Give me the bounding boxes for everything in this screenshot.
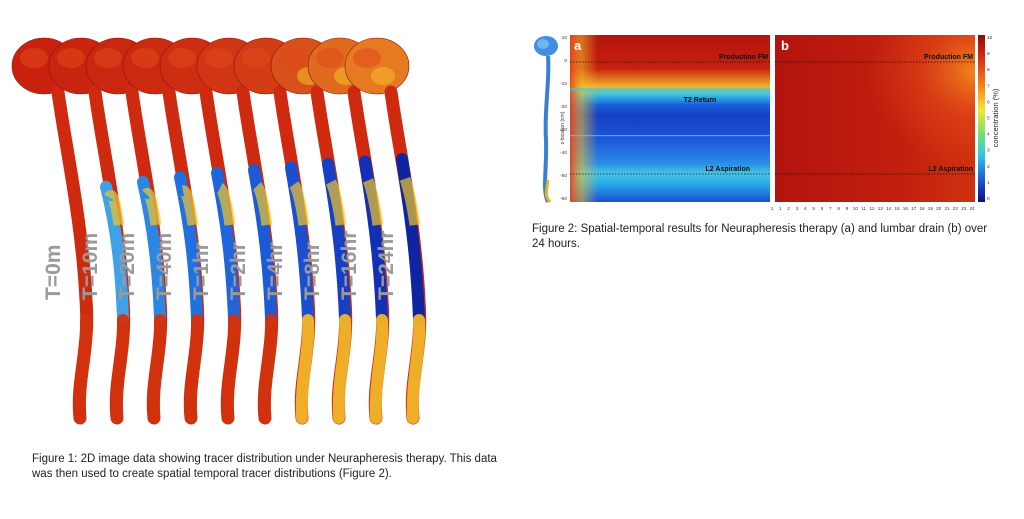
annotation-lines <box>570 61 975 175</box>
time-label: T=40m <box>153 233 176 300</box>
colorbar-tick-label: 0 <box>987 196 990 202</box>
time-label: T=20m <box>116 233 139 300</box>
time-label: T=0m <box>42 245 65 300</box>
colorbar-tick-label: 10 <box>987 35 993 41</box>
y-tick-label: -40 <box>560 150 567 156</box>
time-label: T=2hr <box>227 242 250 300</box>
x-tick-label: 4 <box>804 206 807 211</box>
figure-1-caption: Figure 1: 2D image data showing tracer d… <box>32 453 497 480</box>
spine-image <box>344 37 427 425</box>
y-tick-label: -20 <box>560 104 567 110</box>
annotation-production-fm-a: Production FM <box>719 54 768 61</box>
time-label: T=10m <box>79 233 102 300</box>
time-label: T=1hr <box>190 242 213 300</box>
colorbar-tick-label: 6 <box>987 99 990 105</box>
colorbar-tick-label: 2 <box>987 164 990 170</box>
x-tick-label: 8 <box>837 206 840 211</box>
annotation-l2-aspiration-b: L2 Aspiration <box>929 166 973 173</box>
colorbar-tick-label: 7 <box>987 83 990 89</box>
x-tick-label: 13 <box>878 206 884 211</box>
figure-2-heatmaps: z-location (cm) 100-10-20-30-40-50-60 a … <box>534 35 1000 211</box>
y-tick-label: -50 <box>560 173 567 179</box>
time-label: T=4hr <box>264 242 287 300</box>
time-label: T=16hr <box>338 231 361 300</box>
x-tick-label: 20 <box>936 206 942 211</box>
x-tick-label: 11 <box>861 206 866 211</box>
annotation-t2-return: T2 Return <box>684 97 717 104</box>
panel-a-label: a <box>574 38 582 53</box>
x-tick-label: 15 <box>894 206 900 211</box>
colorbar-label: concentration (%) <box>991 88 1000 147</box>
x-tick-label: 22 <box>953 206 959 211</box>
y-axis-label: z-location (cm) <box>560 111 566 144</box>
y-tick-label: 10 <box>562 35 568 41</box>
panel-b-label: b <box>781 38 789 53</box>
x-tick-label: 10 <box>853 206 859 211</box>
colorbar-tick-label: 4 <box>987 132 990 138</box>
figure-2-caption: Figure 2: Spatial-temporal results for N… <box>532 223 988 250</box>
x-tick-label: 2 <box>787 206 790 211</box>
x-tick-label: 23 <box>961 206 967 211</box>
y-tick-label: -10 <box>560 81 567 87</box>
x-tick-label: 19 <box>928 206 934 211</box>
x-tick-label: 16 <box>903 206 909 211</box>
x-tick-label: 9 <box>846 206 849 211</box>
x-tick-label: 17 <box>911 206 917 211</box>
colorbar-tick-label: 1 <box>987 180 990 186</box>
x-tick-label: 21 <box>944 206 950 211</box>
time-label: T=8hr <box>301 242 324 300</box>
colorbar <box>978 35 985 202</box>
y-tick-label: 0 <box>564 58 567 64</box>
spine-image <box>11 37 94 425</box>
y-tick-label: -30 <box>560 127 567 133</box>
figure-1-tracer-images: T=0m T=10m T=20m T=40m T=1hr T=2hr T=4hr T=8hr T… <box>11 37 427 425</box>
x-tick-label: 7 <box>829 206 832 211</box>
x-tick-label: 3 <box>796 206 799 211</box>
x-tick-label: 12 <box>869 206 875 211</box>
anatomy-thumbnail <box>534 36 558 204</box>
x-tick-label: 14 <box>886 206 892 211</box>
x-tick-label: 24 <box>969 206 975 211</box>
colorbar-tick-label: 5 <box>987 116 990 122</box>
colorbar-tick-label: 3 <box>987 148 990 154</box>
colorbar-tick-label: 8 <box>987 67 990 73</box>
x-tick-label: 1 <box>779 206 782 211</box>
x-tick-label: 5 <box>812 206 815 211</box>
colorbar-tick-label: 9 <box>987 51 990 57</box>
x-tick-label: 1 <box>771 206 774 211</box>
time-label: T=24hr <box>375 231 398 300</box>
x-tick-label: 18 <box>919 206 925 211</box>
annotation-production-fm-b: Production FM <box>924 54 973 61</box>
x-tick-label: 6 <box>821 206 824 211</box>
y-tick-label: -60 <box>560 196 567 202</box>
annotation-l2-aspiration-a: L2 Aspiration <box>706 166 750 173</box>
